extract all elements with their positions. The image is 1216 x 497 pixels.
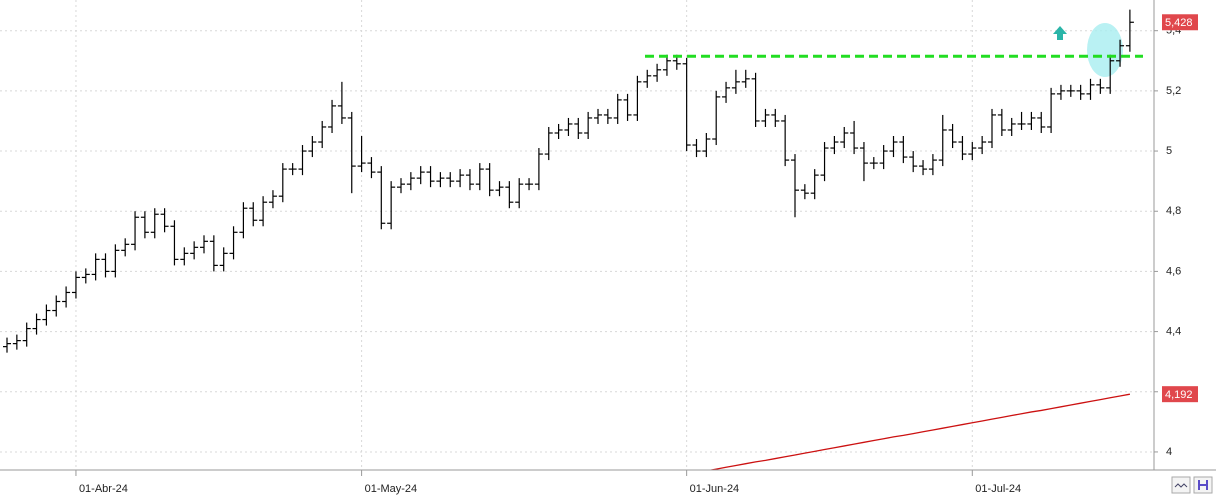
x-tick-label: 01-May-24 — [365, 483, 418, 495]
y-tick-label: 5 — [1166, 145, 1172, 157]
moving-average — [707, 393, 1131, 470]
average-label-box — [1162, 386, 1198, 403]
plot — [3, 9, 1143, 470]
y-tick-label: 5,2 — [1166, 85, 1181, 97]
x-tick-label: 01-Jun-24 — [690, 483, 740, 495]
zoom-icon — [1174, 483, 1188, 488]
x-tick-label: 01-Abr-24 — [79, 483, 128, 495]
x-tick-label: 01-Jul-24 — [975, 483, 1021, 495]
h-icon — [1198, 480, 1208, 490]
average-label: 4,192 — [1165, 389, 1193, 401]
last-price-label-box — [1162, 14, 1198, 31]
y-tick-label: 4 — [1166, 446, 1172, 458]
highlight — [1087, 23, 1123, 77]
zoom-button[interactable] — [1171, 476, 1191, 494]
axes: 44,24,44,64,855,25,401-Abr-2401-May-2401… — [75, 14, 1198, 495]
y-tick-label: 4,8 — [1166, 205, 1181, 217]
y-tick-label: 4,6 — [1166, 265, 1181, 277]
last-price-label: 5,428 — [1165, 17, 1193, 29]
up-arrow — [1053, 26, 1067, 40]
y-tick-label: 4,4 — [1166, 325, 1181, 337]
grid — [0, 0, 1154, 470]
